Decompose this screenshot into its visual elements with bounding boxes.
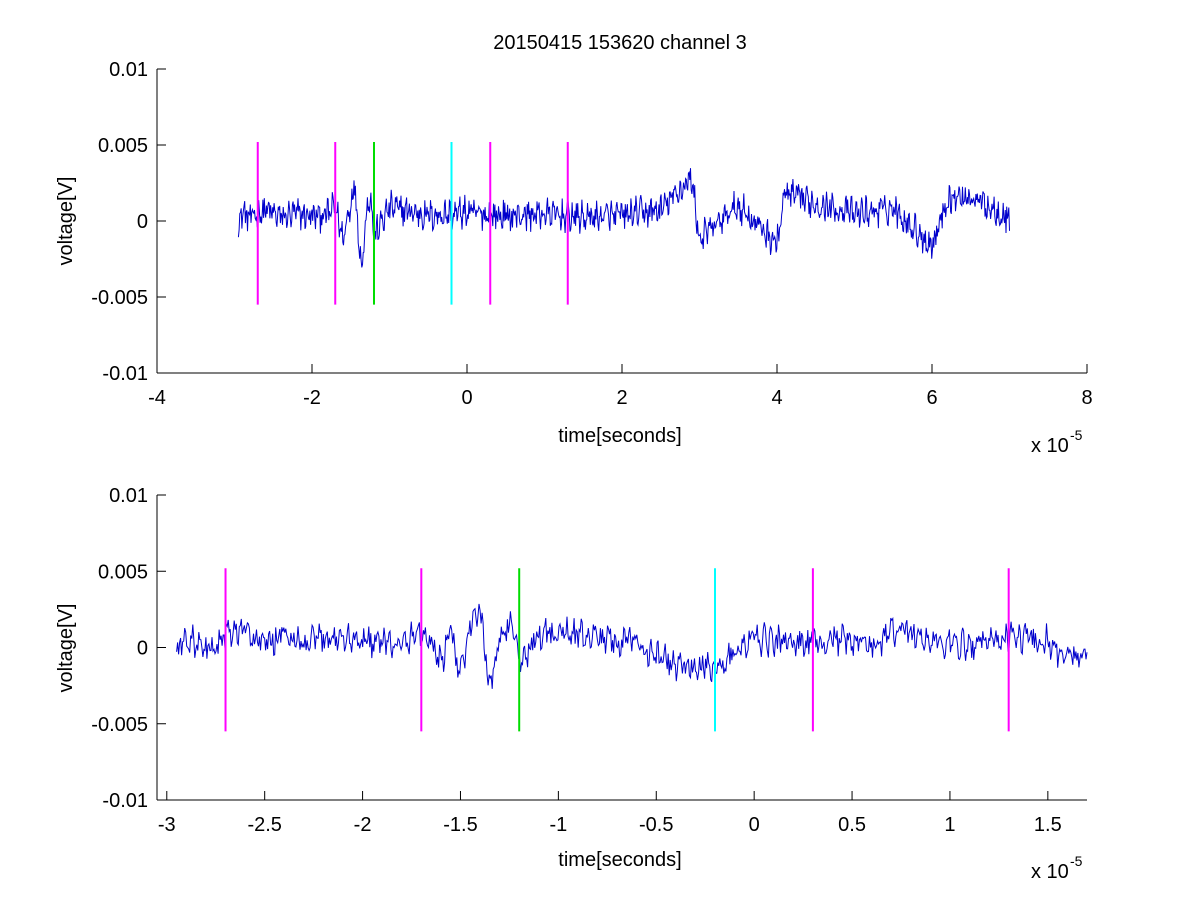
bottom-x-multiplier-exponent: -5 — [1070, 853, 1083, 869]
bottom-y-tick-label: -0.01 — [102, 790, 148, 812]
bottom-waveform — [176, 603, 1088, 689]
bottom-x-tick-label: -3 — [158, 814, 176, 836]
bottom-y-tick-label: 0 — [137, 638, 148, 660]
bottom-axes: -3 -2.5 -2 -1.5 -1 -0.5 0 0.5 1 1.5 -0.01 -0.005 0 0.… — [91, 485, 1087, 836]
bottom-x-tick-label: -0.5 — [639, 814, 673, 836]
chart-title: 20150415 153620 channel 3 — [493, 32, 747, 54]
top-x-tick-label: -4 — [148, 387, 166, 409]
bottom-x-tick-label: 1 — [944, 814, 955, 836]
top-waveform-line — [237, 168, 1010, 268]
top-markers — [256, 141, 569, 305]
top-x-tick-label: 0 — [461, 387, 472, 409]
top-x-tick-label: 4 — [771, 387, 782, 409]
bottom-x-tick-label: -2 — [354, 814, 372, 836]
bottom-y-tick-label: 0.01 — [109, 485, 148, 507]
top-y-axis-label: voltage[V] — [55, 177, 77, 266]
top-waveform — [237, 168, 1010, 268]
bottom-x-tick-label: 0 — [749, 814, 760, 836]
top-x-tick-label: 8 — [1081, 387, 1092, 409]
bottom-waveform-line — [176, 603, 1088, 689]
bottom-x-tick-label: -1 — [549, 814, 567, 836]
top-y-tick-label: -0.005 — [91, 287, 148, 309]
top-x-multiplier: x 10 -5 — [1031, 427, 1083, 457]
bottom-x-multiplier: x 10 -5 — [1031, 853, 1083, 883]
top-y-tick-label: 0 — [137, 211, 148, 233]
bottom-x-tick-label: -1.5 — [443, 814, 477, 836]
top-x-axis-label: time[seconds] — [558, 425, 681, 447]
top-x-tick-label: 2 — [616, 387, 627, 409]
top-x-tick-label: 6 — [926, 387, 937, 409]
bottom-y-tick-label: -0.005 — [91, 714, 148, 736]
top-y-tick-label: 0.01 — [109, 59, 148, 81]
bottom-x-tick-label: 1.5 — [1034, 814, 1062, 836]
bottom-x-axis-label: time[seconds] — [558, 849, 681, 871]
top-axes: -4 -2 0 2 4 6 8 -0.01 -0.005 0 0.005 0.01 — [91, 59, 1092, 409]
top-x-multiplier-base: x 10 — [1031, 435, 1069, 457]
top-plot: -4 -2 0 2 4 6 8 -0.01 -0.005 0 0.005 0.01 time[seco… — [55, 59, 1093, 457]
bottom-x-tick-label: 0.5 — [838, 814, 866, 836]
top-y-tick-label: -0.01 — [102, 363, 148, 385]
bottom-x-tick-label: -2.5 — [247, 814, 281, 836]
top-x-multiplier-exponent: -5 — [1070, 427, 1083, 443]
bottom-x-multiplier-base: x 10 — [1031, 861, 1069, 883]
bottom-markers — [224, 568, 1010, 732]
bottom-y-axis-label: voltage[V] — [55, 604, 77, 693]
top-x-tick-label: -2 — [303, 387, 321, 409]
top-y-tick-label: 0.005 — [98, 135, 148, 157]
bottom-y-tick-label: 0.005 — [98, 561, 148, 583]
bottom-plot: -3 -2.5 -2 -1.5 -1 -0.5 0 0.5 1 1.5 -0.01 -0.005 0 0.… — [55, 485, 1088, 883]
